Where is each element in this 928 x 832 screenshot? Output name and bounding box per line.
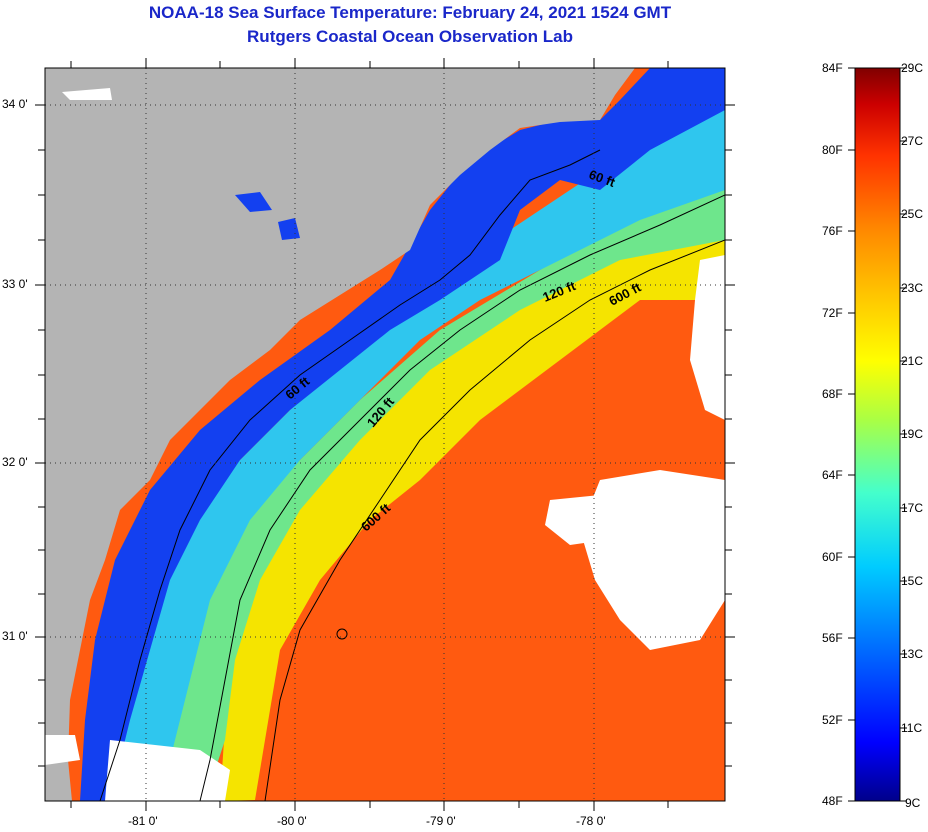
cloud-patch bbox=[690, 255, 725, 420]
colorbar bbox=[854, 67, 901, 802]
lat-label: 34 0' bbox=[2, 97, 28, 111]
colorbar-ticks bbox=[848, 67, 907, 802]
seamount-contour bbox=[336, 628, 348, 640]
colorbar-c-label: 9C bbox=[905, 796, 921, 810]
colorbar-c-label: 11C bbox=[901, 721, 923, 735]
colorbar-c-label: 19C bbox=[901, 427, 924, 441]
colorbar-c-label: 29C bbox=[901, 61, 924, 75]
land-mass bbox=[45, 68, 635, 801]
colorbar-f-label: 56F bbox=[822, 631, 843, 645]
contour-120ft bbox=[199, 194, 725, 801]
colorbar-f-label: 52F bbox=[822, 713, 843, 727]
map-subtitle: Rutgers Coastal Ocean Observation Lab bbox=[247, 27, 573, 46]
lat-label: 32 0' bbox=[2, 455, 28, 469]
inland-lake bbox=[235, 192, 272, 212]
inner-shelf-water bbox=[110, 100, 725, 801]
colorbar-f-label: 84F bbox=[822, 61, 843, 75]
mid-shelf-water bbox=[150, 170, 725, 801]
colorbar-c-label: 13C bbox=[901, 647, 924, 661]
colorbar-f-label: 76F bbox=[822, 224, 843, 238]
lat-label: 33 0' bbox=[2, 277, 28, 291]
cloud-patch bbox=[45, 735, 80, 765]
map-title: NOAA-18 Sea Surface Temperature: Februar… bbox=[148, 3, 672, 22]
colorbar-c-label: 21C bbox=[901, 354, 924, 368]
axis-ticks bbox=[35, 58, 735, 811]
colorbar-f-label: 48F bbox=[822, 794, 843, 808]
graticule bbox=[45, 68, 725, 801]
colorbar-c-label: 15C bbox=[901, 574, 924, 588]
colorbar-f-label: 60F bbox=[822, 550, 843, 564]
inland-lake bbox=[62, 88, 112, 100]
lon-label: -81 0' bbox=[128, 814, 158, 828]
cloud-patch bbox=[580, 470, 725, 650]
colorbar-f-label: 68F bbox=[822, 387, 843, 401]
lon-label: -80 0' bbox=[277, 814, 307, 828]
colorbar-c-label: 23C bbox=[901, 281, 924, 295]
contour-60ft bbox=[99, 149, 601, 801]
colorbar-f-label: 80F bbox=[822, 143, 843, 157]
lat-label: 31 0' bbox=[2, 629, 28, 643]
colorbar-c-label: 17C bbox=[901, 501, 924, 515]
colorbar-f-label: 64F bbox=[822, 468, 843, 482]
colorbar-c-label: 25C bbox=[901, 207, 924, 221]
lon-label: -78 0' bbox=[576, 814, 606, 828]
cloud-patch bbox=[105, 740, 230, 801]
warm-transition-band bbox=[220, 230, 725, 801]
contour-600ft bbox=[264, 239, 725, 801]
nearshore-cold-water bbox=[80, 68, 725, 801]
colorbar-c-label: 27C bbox=[901, 134, 924, 148]
lon-label: -79 0' bbox=[426, 814, 456, 828]
colorbar-f-label: 72F bbox=[822, 306, 843, 320]
cloud-patch bbox=[545, 495, 605, 545]
map-frame bbox=[44, 67, 726, 802]
